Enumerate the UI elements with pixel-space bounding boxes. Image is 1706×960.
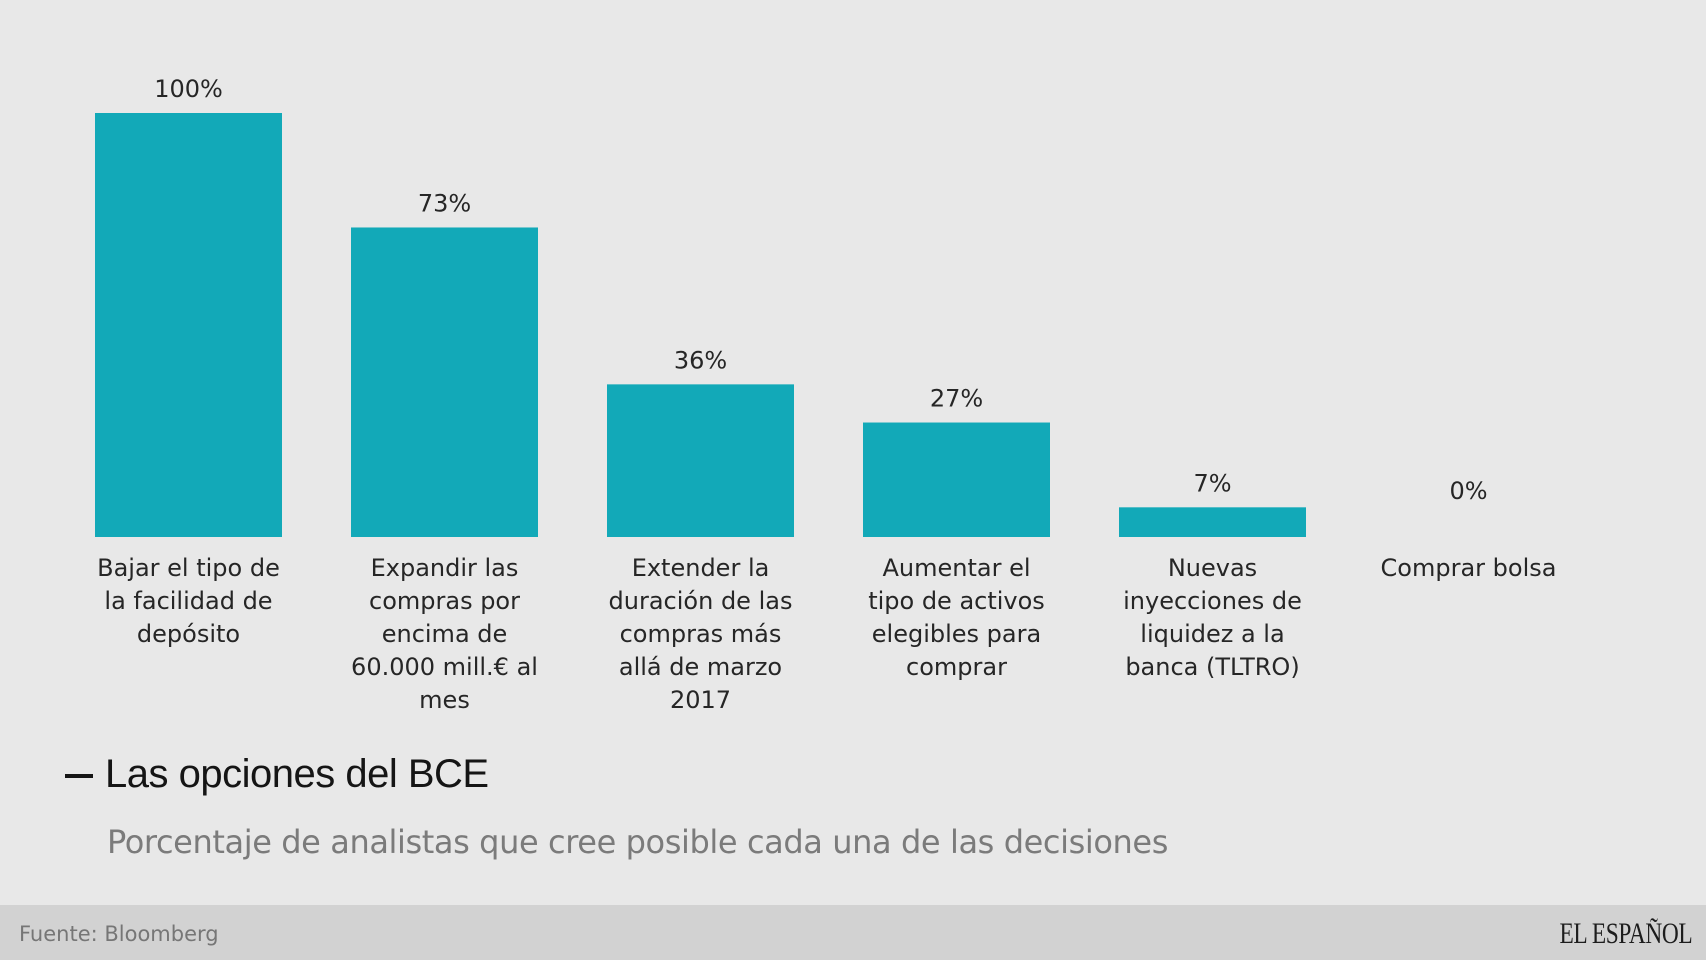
category-label-line: compras más [620,620,782,648]
category-label-line: Extender la [632,554,770,582]
category-label-line: Aumentar el [882,554,1030,582]
category-label-1: Bajar el tipo de la facilidad de depósito [97,554,280,648]
bar-chart: 100% Bajar el tipo de la facilidad de depós… [95,75,1557,714]
category-label-line: Nuevas [1168,554,1257,582]
category-label-line: depósito [137,620,240,648]
category-label-line: duración de las [609,587,793,615]
bar-4 [863,422,1050,537]
bar-3 [607,384,794,537]
category-label-line: 60.000 mill.€ al [351,653,538,681]
value-label-6: 0% [1449,477,1487,505]
publisher-logo: EL ESPAÑOL [1559,917,1692,950]
value-label-1: 100% [154,75,223,103]
footer: Fuente: Bloomberg EL ESPAÑOL [0,905,1706,960]
value-label-3: 36% [674,346,727,374]
category-label-line: elegibles para [872,620,1041,648]
category-label-line: Comprar bolsa [1381,554,1557,582]
category-label-line: mes [419,686,470,714]
bar-1 [95,113,282,537]
category-label-line: compras por [369,587,520,615]
category-label-6: Comprar bolsa [1381,554,1557,582]
category-label-line: Bajar el tipo de [97,554,280,582]
source-note: Fuente: Bloomberg [19,922,219,946]
category-label-line: encima de [382,620,508,648]
category-label-line: banca (TLTRO) [1125,653,1299,681]
category-label-2: Expandir las compras por encima de 60.000 m… [351,554,538,714]
value-label-5: 7% [1193,469,1231,497]
category-label-4: Aumentar el tipo de activos elegibles para… [868,554,1045,681]
chart-title: Las opciones del BCE [105,752,489,796]
category-label-line: allá de marzo [619,653,782,681]
category-label-line: la facilidad de [104,587,272,615]
category-label-line: 2017 [670,686,731,714]
title-dash-icon [65,773,93,778]
category-label-3: Extender la duración de las compras más all… [609,554,793,714]
category-label-line: inyecciones de [1123,587,1302,615]
category-label-5: Nuevas inyecciones de liquidez a la banca (… [1123,554,1302,681]
category-label-line: tipo de activos [868,587,1045,615]
bar-2 [351,227,538,538]
bar-5 [1119,507,1306,537]
chart-subtitle: Porcentaje de analistas que cree posible… [107,823,1168,861]
category-label-line: liquidez a la [1140,620,1284,648]
category-label-line: Expandir las [371,554,519,582]
value-label-4: 27% [930,385,983,413]
category-label-line: comprar [906,653,1007,681]
chart-title-block: Las opciones del BCE [65,752,489,797]
value-label-2: 73% [418,189,471,217]
